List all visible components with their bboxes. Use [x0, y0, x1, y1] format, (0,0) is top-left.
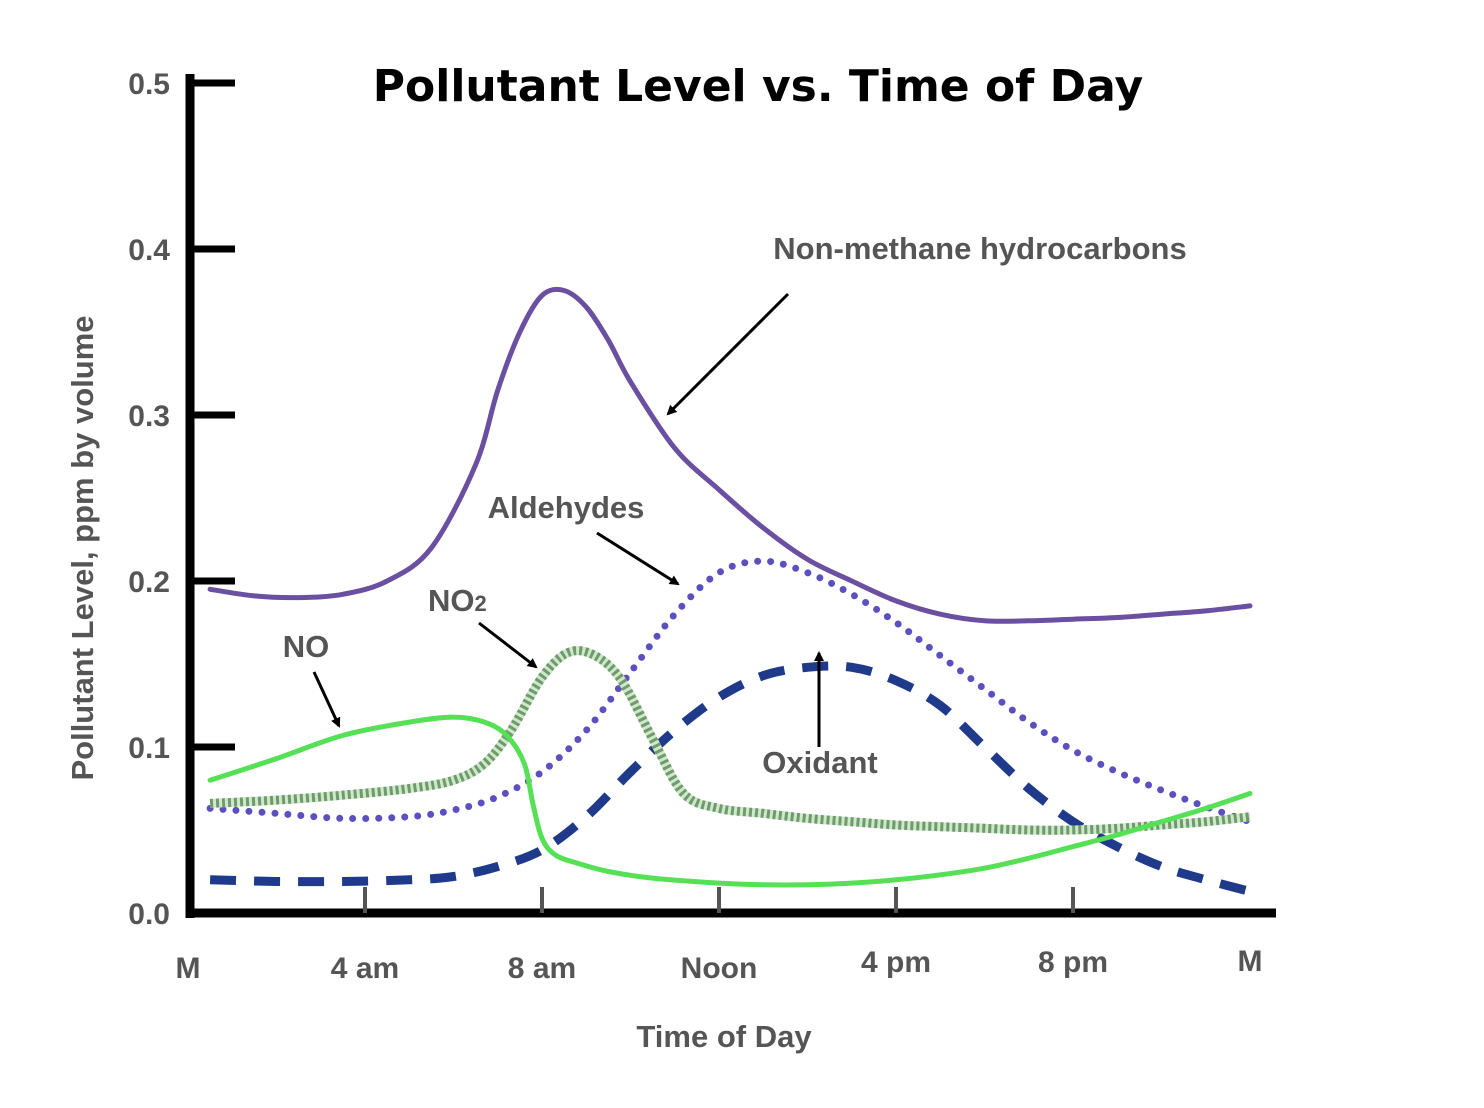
label-no2-main: NO	[428, 583, 475, 618]
y-tick-label: 0.2	[128, 566, 170, 599]
x-tick-label: 8 pm	[1038, 946, 1108, 979]
axes	[185, 74, 1276, 918]
series-no2-line	[209, 646, 1251, 835]
label-non-methane-hydrocarbons: Non-methane hydrocarbons	[773, 231, 1186, 266]
x-tick-label: Noon	[681, 952, 758, 985]
y-tick-label: 0.1	[128, 732, 170, 765]
x-tick-label: 8 am	[508, 952, 576, 985]
y-tick-label: 0.3	[128, 400, 170, 433]
label-aldehydes: Aldehydes	[488, 490, 645, 525]
x-axis-title: Time of Day	[636, 1019, 812, 1054]
arrow-non-methane-hydrocarbons	[666, 292, 790, 416]
series-aldehydes-line	[206, 557, 1254, 826]
y-ticks: 0.0 0.1 0.2 0.3 0.4 0.5	[128, 68, 235, 931]
label-no: NO	[283, 629, 330, 664]
arrow-no	[312, 671, 341, 728]
y-tick-label: 0.5	[128, 68, 170, 101]
annotations: Non-methane hydrocarbons Aldehydes NO2 N…	[283, 231, 1187, 780]
chart-title: Pollutant Level vs. Time of Day	[373, 61, 1143, 112]
series-no2-line-pattern	[209, 646, 1251, 835]
y-tick-label: 0.4	[128, 234, 170, 267]
series-no-line	[207, 714, 1253, 888]
label-oxidant: Oxidant	[762, 745, 877, 780]
y-axis-title: Pollutant Level, ppm by volume	[65, 315, 100, 780]
series-oxidant-line	[209, 661, 1252, 896]
x-tick-label: M	[1238, 945, 1263, 978]
x-ticks: M 4 am 8 am Noon 4 pm 8 pm M	[176, 887, 1263, 985]
x-tick-label: 4 am	[331, 952, 399, 985]
series-no2-line-base	[209, 646, 1251, 835]
y-tick-label: 0.0	[128, 898, 170, 931]
arrow-no2	[478, 621, 538, 669]
x-tick-label: M	[176, 952, 201, 985]
arrow-aldehydes	[596, 531, 680, 586]
series-non-methane-hydrocarbons-line	[207, 286, 1253, 624]
label-no2-subscript: 2	[475, 591, 487, 616]
series-layer	[206, 286, 1254, 896]
x-tick-label: 4 pm	[861, 946, 931, 979]
label-no2: NO2	[428, 583, 487, 618]
